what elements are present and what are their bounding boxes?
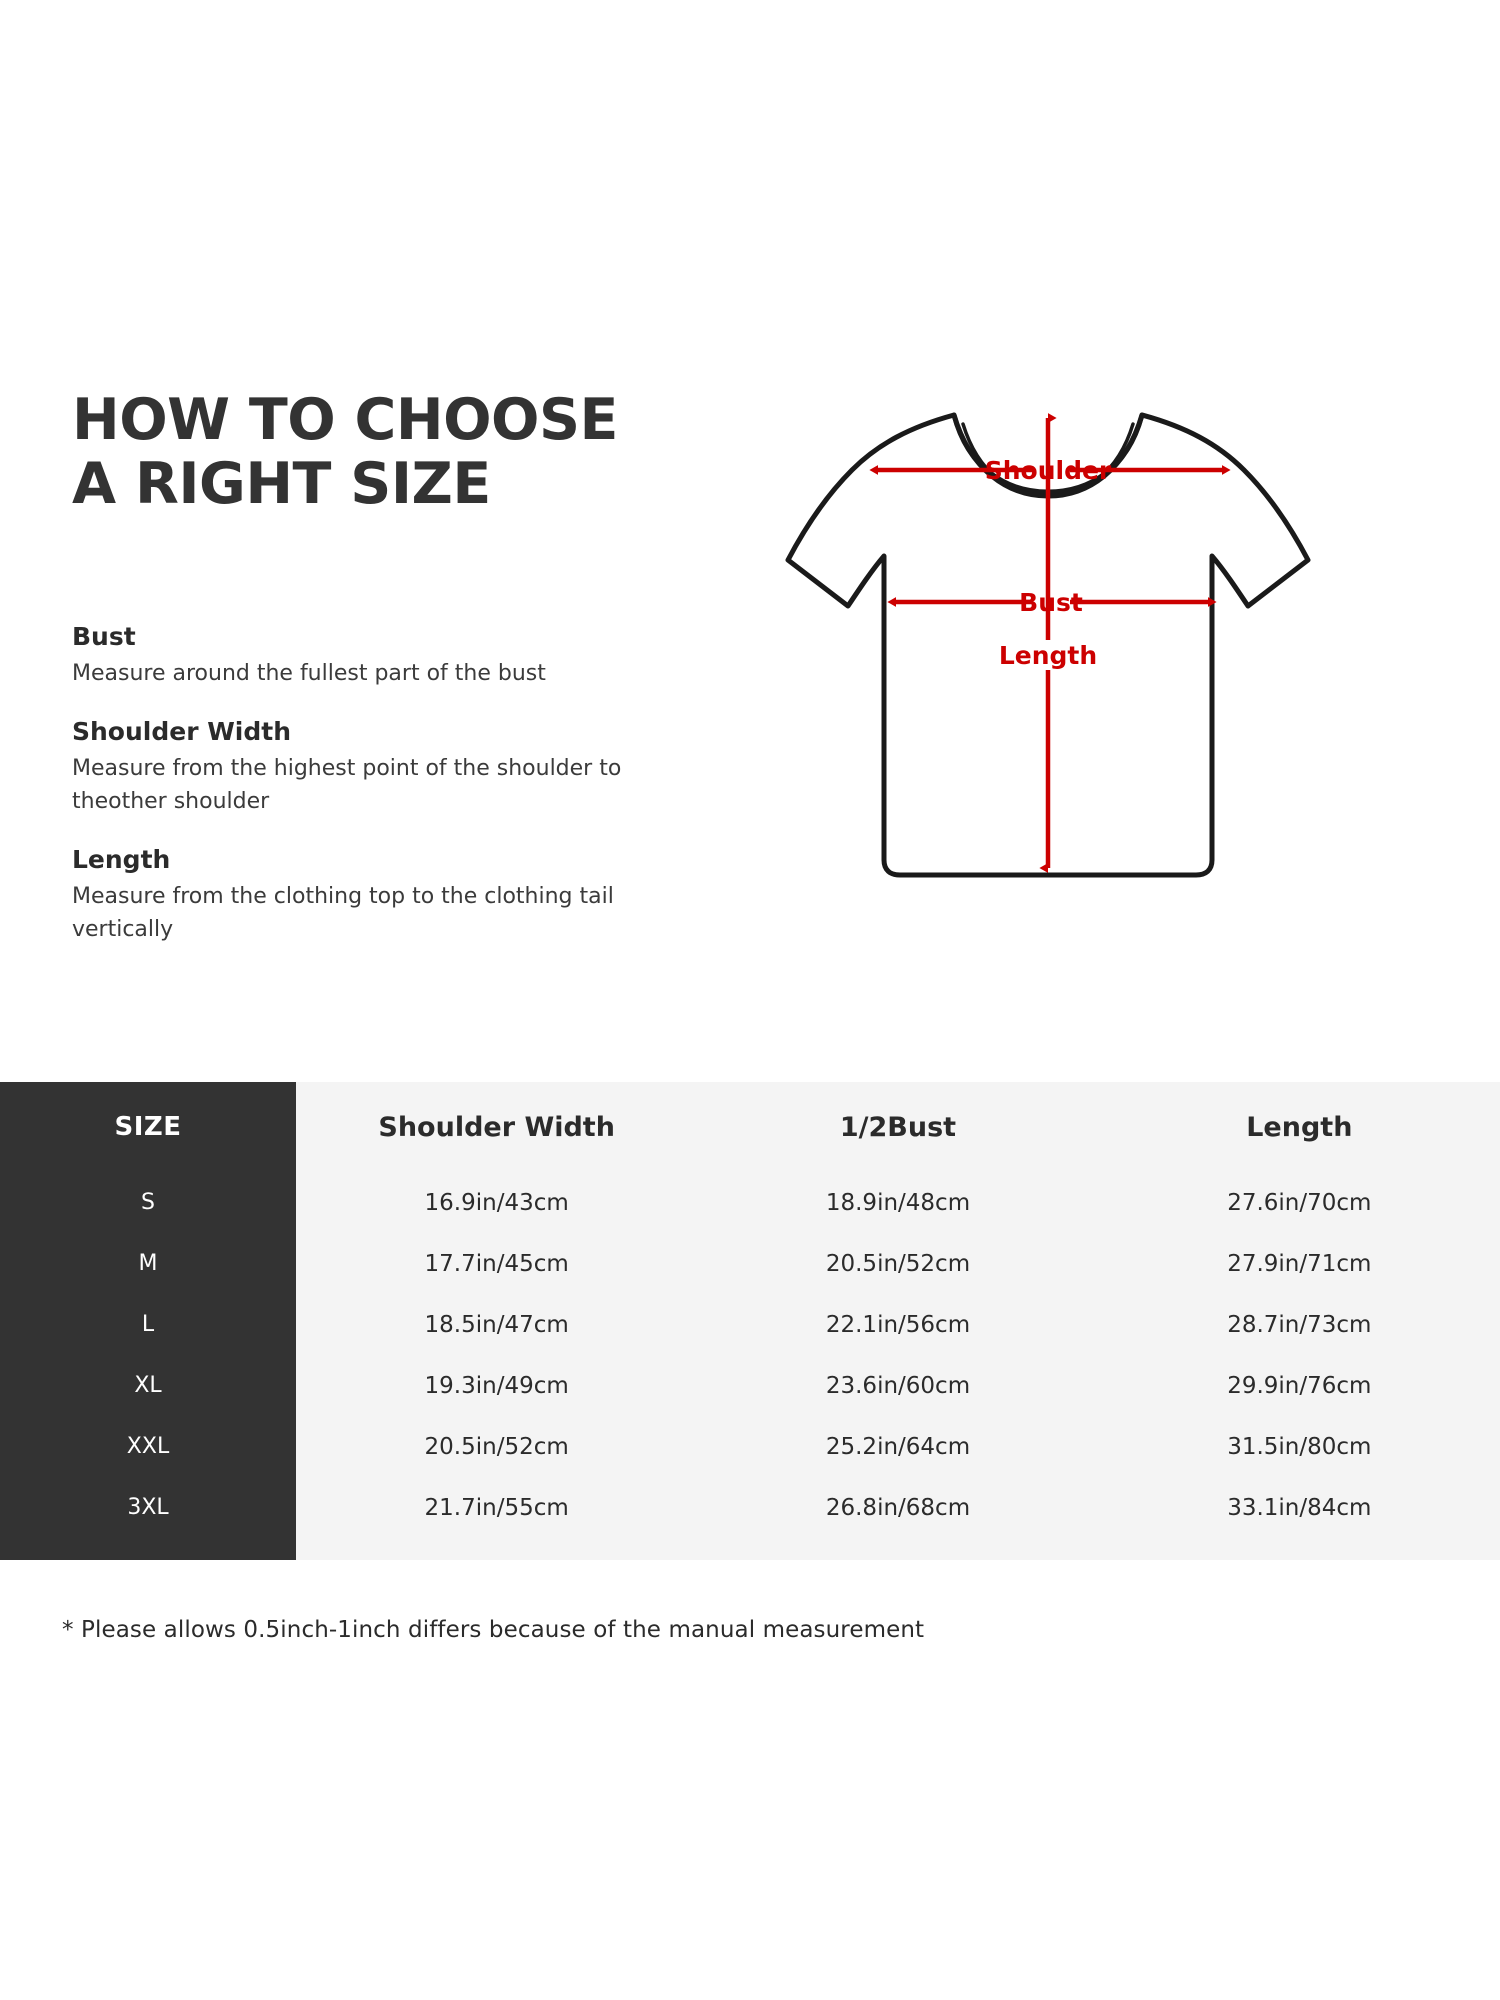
table-cell: 33.1in/84cm <box>1227 1494 1372 1521</box>
table-row: XL <box>134 1373 162 1398</box>
column-length: Length 27.6in/70cm 27.9in/71cm 28.7in/73… <box>1099 1082 1500 1560</box>
table-row: XXL <box>126 1434 170 1459</box>
table-cell: 29.9in/76cm <box>1227 1372 1372 1399</box>
intro-section: HOW TO CHOOSE A RIGHT SIZE Bust Measure … <box>72 370 1400 1010</box>
table-cell: 18.5in/47cm <box>424 1311 569 1338</box>
table-cell: 27.6in/70cm <box>1227 1189 1372 1216</box>
table-cell: 28.7in/73cm <box>1227 1311 1372 1338</box>
definition-term: Shoulder Width <box>72 717 292 746</box>
column-header: 1/2Bust <box>839 1111 957 1143</box>
table-cell: 19.3in/49cm <box>424 1372 569 1399</box>
table-cell: 26.8in/68cm <box>825 1494 971 1521</box>
length-label: Length <box>999 641 1097 670</box>
table-cell: 17.7in/45cm <box>424 1250 569 1277</box>
table-row: L <box>141 1312 155 1337</box>
table-cell: 25.2in/64cm <box>825 1433 971 1460</box>
definition-term: Length <box>72 845 171 874</box>
definition-length: Length Measure from the clothing top to … <box>72 843 672 946</box>
disclaimer-note: * Please allows 0.5inch-1inch differs be… <box>62 1617 925 1643</box>
table-row: 3XL <box>127 1495 169 1520</box>
table-cell: 22.1in/56cm <box>825 1311 971 1338</box>
measurement-columns: Shoulder Width 16.9in/43cm 17.7in/45cm 1… <box>296 1082 1500 1560</box>
shoulder-label: Shoulder <box>985 456 1112 485</box>
bust-label: Bust <box>1019 588 1083 617</box>
table-cell: 20.5in/52cm <box>825 1250 971 1277</box>
table-row: M <box>138 1251 158 1276</box>
measurement-definitions: Bust Measure around the fullest part of … <box>72 620 672 971</box>
page-title-line-2: A RIGHT SIZE <box>72 451 491 517</box>
size-column: SIZE S M L XL XXL 3XL <box>0 1082 296 1560</box>
definition-description: Measure from the clothing top to the clo… <box>72 884 614 942</box>
column-header-size: SIZE <box>114 1112 182 1142</box>
column-half-bust: 1/2Bust 18.9in/48cm 20.5in/52cm 22.1in/5… <box>697 1082 1098 1560</box>
column-header: Shoulder Width <box>378 1111 615 1143</box>
size-table: SIZE S M L XL XXL 3XL Shoulder Width 16.… <box>0 1082 1500 1560</box>
table-cell: 31.5in/80cm <box>1227 1433 1372 1460</box>
definition-description: Measure around the fullest part of the b… <box>72 661 546 686</box>
definition-shoulder-width: Shoulder Width Measure from the highest … <box>72 715 672 818</box>
page-title: HOW TO CHOOSE A RIGHT SIZE <box>72 388 692 516</box>
table-row: S <box>141 1190 155 1215</box>
table-cell: 21.7in/55cm <box>424 1494 569 1521</box>
definition-term: Bust <box>72 622 136 651</box>
table-cell: 23.6in/60cm <box>825 1372 971 1399</box>
table-cell: 20.5in/52cm <box>424 1433 569 1460</box>
definition-description: Measure from the highest point of the sh… <box>72 756 622 814</box>
column-shoulder-width: Shoulder Width 16.9in/43cm 17.7in/45cm 1… <box>296 1082 697 1560</box>
tshirt-measurement-diagram: Shoulder Bust Length <box>760 370 1400 1010</box>
definition-bust: Bust Measure around the fullest part of … <box>72 620 672 690</box>
column-header: Length <box>1246 1111 1353 1143</box>
table-cell: 27.9in/71cm <box>1227 1250 1372 1277</box>
table-cell: 18.9in/48cm <box>825 1189 971 1216</box>
page-title-line-1: HOW TO CHOOSE <box>72 387 619 453</box>
table-cell: 16.9in/43cm <box>424 1189 569 1216</box>
